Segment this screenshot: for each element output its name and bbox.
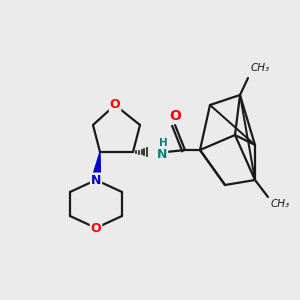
Text: N: N: [157, 148, 167, 160]
Text: CH₃: CH₃: [271, 199, 290, 209]
Text: CH₃: CH₃: [251, 63, 270, 73]
Text: O: O: [110, 98, 120, 112]
Text: O: O: [169, 109, 181, 123]
Text: H: H: [159, 138, 167, 148]
Text: O: O: [91, 221, 101, 235]
Polygon shape: [92, 152, 100, 181]
Text: N: N: [91, 173, 101, 187]
